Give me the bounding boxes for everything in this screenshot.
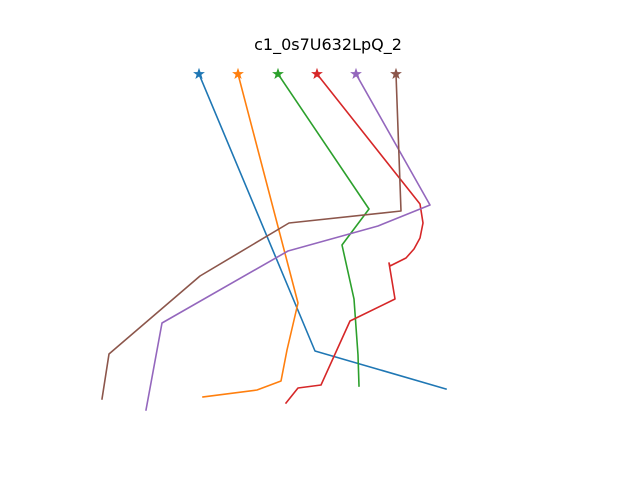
series-line-6 <box>101 73 402 400</box>
series-line-5 <box>145 72 431 411</box>
series-start-star-6 <box>390 67 402 80</box>
series-line-4 <box>284 72 424 405</box>
series-line-3 <box>276 72 370 387</box>
chart-title: c1_0s7U632LpQ_2 <box>254 35 402 55</box>
plot-area <box>101 67 447 411</box>
series-start-star-5 <box>350 67 362 80</box>
series-start-star-2 <box>232 67 244 80</box>
series-line-2 <box>202 73 299 398</box>
series-start-star-4 <box>311 67 323 80</box>
series-line-1 <box>197 72 447 390</box>
series-start-star-3 <box>272 67 284 80</box>
series-start-star-1 <box>193 67 205 80</box>
